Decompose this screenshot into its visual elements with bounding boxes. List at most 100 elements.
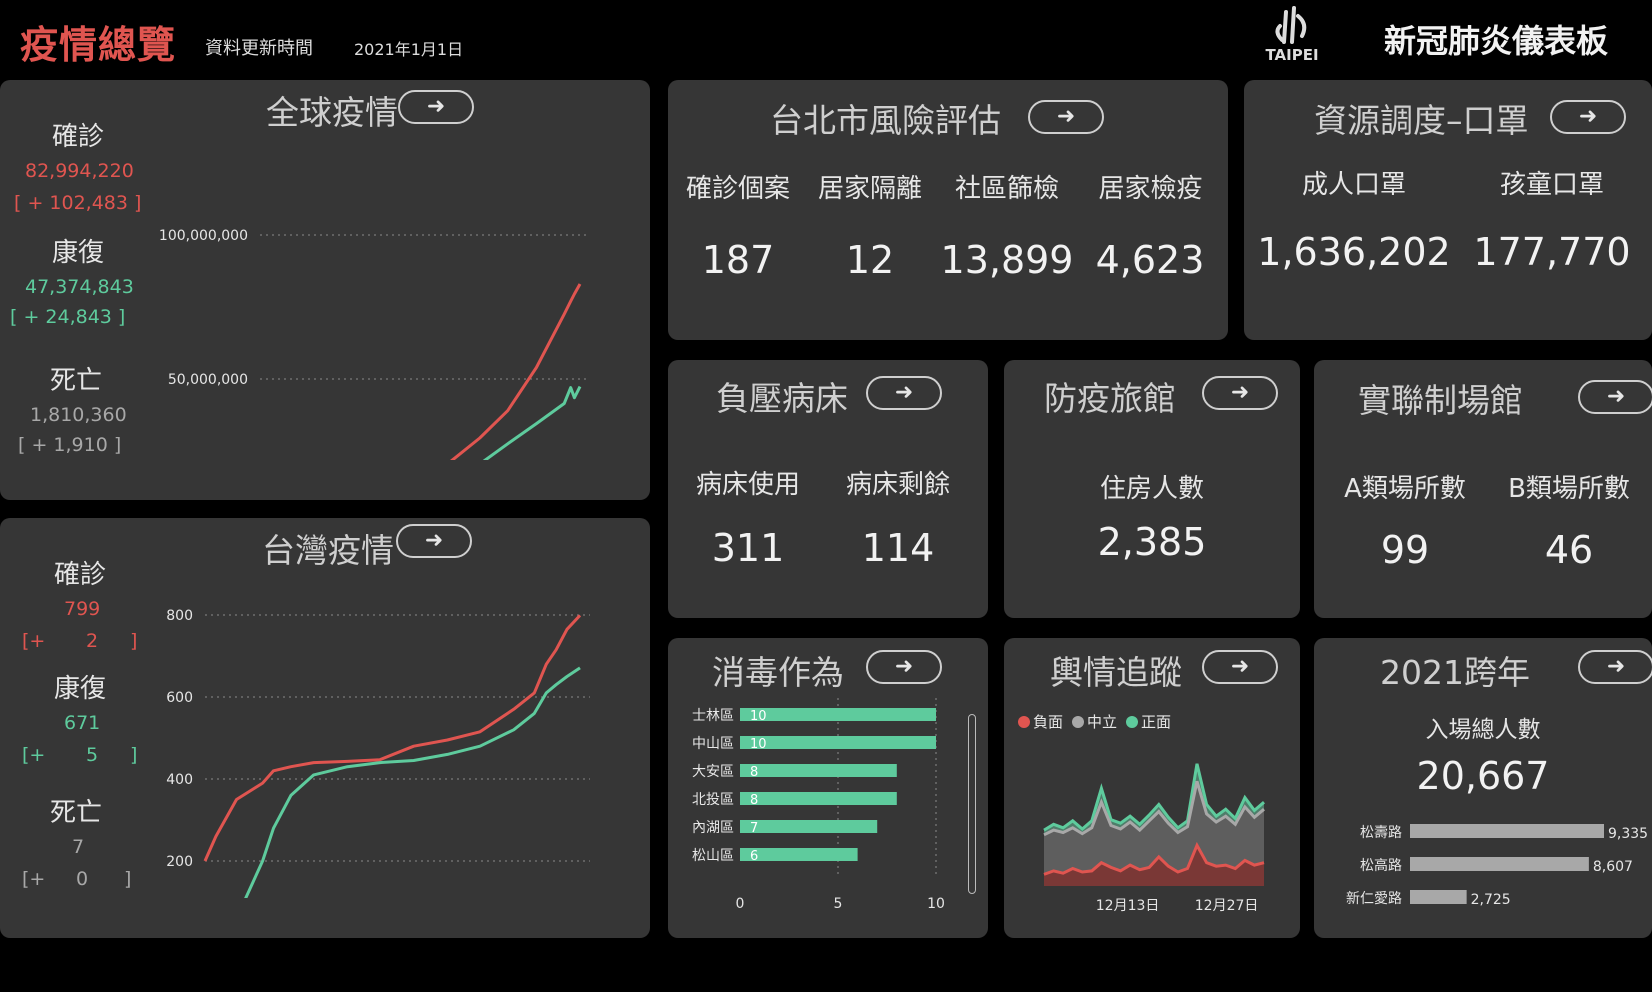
disinfect-bar-value: 10: [750, 737, 767, 752]
global-title: 全球疫情: [266, 93, 398, 132]
taiwan-y-tick-label: 200: [166, 854, 193, 870]
taiwan-confirmed-value: 799: [64, 598, 101, 620]
mask-title: 資源調度–口罩: [1314, 101, 1529, 140]
risk-label-quarantine: 居家檢疫: [1098, 174, 1203, 204]
sentiment-x-tick-label: 12月13日: [1096, 898, 1160, 914]
taiwan-recovered-label: 康復: [54, 674, 107, 704]
venues-value-b: 46: [1544, 528, 1594, 572]
venues-value-a: 99: [1380, 528, 1430, 572]
global-y-tick-label: 100,000,000: [159, 228, 248, 244]
sentiment-legend-dot: [1018, 716, 1030, 728]
global-recovered-label: 康復: [52, 238, 105, 268]
beds-arrow-button[interactable]: ➜: [866, 376, 942, 410]
mask-value-adult: 1,636,202: [1257, 230, 1451, 274]
global-arrow-button[interactable]: ➜: [398, 90, 474, 124]
taiwan-confirmed-delta-close: ]: [130, 630, 138, 652]
disinfect-panel: 消毒作為 ➜ 0 5 10 士林區 10 中山區 10 大安區 8 北投區 8 內湖區 7 松山區 6: [668, 638, 988, 938]
disinfect-bar-value: 8: [750, 765, 758, 780]
global-deaths-value: 1,810,360: [30, 404, 127, 426]
disinfect-category-label: 北投區: [692, 792, 734, 808]
sentiment-arrow-button[interactable]: ➜: [1202, 650, 1278, 684]
risk-value-confirmed: 187: [701, 238, 775, 282]
beds-title: 負壓病床: [716, 379, 848, 418]
taiwan-confirmed-delta-num: 2: [86, 630, 99, 652]
hotel-label: 住房人數: [1099, 474, 1204, 504]
hotel-title: 防疫旅館: [1044, 379, 1176, 418]
disinfect-category-label: 大安區: [692, 764, 734, 780]
newyear-value: 20,667: [1416, 754, 1550, 798]
newyear-arrow-button[interactable]: ➜: [1578, 650, 1652, 684]
taiwan-recovered-delta-num: 5: [86, 744, 99, 766]
disinfect-x-tick-label: 5: [834, 896, 843, 912]
global-deaths-delta: [ + 1,910 ]: [18, 434, 122, 456]
taiwan-y-tick-label: 400: [166, 772, 193, 788]
sentiment-legend-dot: [1126, 716, 1138, 728]
disinfect-x-tick-label: 10: [927, 896, 945, 912]
disinfect-title: 消毒作為: [712, 653, 844, 692]
taiwan-arrow-button[interactable]: ➜: [396, 524, 472, 558]
mask-value-child: 177,770: [1473, 230, 1631, 274]
mask-arrow-button[interactable]: ➜: [1550, 100, 1626, 134]
taiwan-deaths-delta-num: 0: [76, 868, 89, 890]
disinfect-bar-chart: 0 5 10 士林區 10 中山區 10 大安區 8 北投區 8 內湖區 7 松山區 6: [692, 698, 945, 912]
sentiment-area-chart: 負面 中立 正面 12月13日 12月27日: [1018, 713, 1265, 914]
sentiment-legend-label: 中立: [1087, 713, 1117, 731]
taiwan-deaths-delta-open: [+: [22, 868, 46, 890]
global-y-tick-label: 50,000,000: [168, 372, 248, 388]
taiwan-deaths-label: 死亡: [50, 798, 103, 828]
taiwan-y-tick-label: 600: [166, 690, 193, 706]
taiwan-panel: 台灣疫情 ➜ 確診 799 [+ 2 ] 康復 671 [+ 5 ] 死亡 7 …: [0, 518, 650, 938]
disinfect-category-label: 中山區: [692, 736, 734, 752]
newyear-category-label: 松壽路: [1360, 825, 1402, 841]
disinfect-category-label: 士林區: [692, 708, 734, 724]
sentiment-line-1: [1043, 780, 1265, 837]
newyear-bar-chart: 松壽路 9,335 松高路 8,607 新仁愛路 2,725: [1346, 824, 1648, 908]
risk-value-quarantine: 4,623: [1095, 238, 1205, 282]
newyear-bar-value: 9,335: [1608, 826, 1648, 842]
risk-arrow-button[interactable]: ➜: [1028, 100, 1104, 134]
disinfect-bar: [740, 820, 878, 833]
risk-panel: 台北市風險評估 ➜ 確診個案 居家隔離 社區篩檢 居家檢疫 187 12 13,…: [668, 80, 1228, 340]
global-series-line-1: [482, 385, 582, 460]
newyear-bar-value: 2,725: [1471, 892, 1511, 908]
newyear-title: 2021跨年: [1380, 653, 1530, 692]
disinfect-bar-value: 6: [750, 849, 758, 864]
newyear-category-label: 新仁愛路: [1346, 891, 1402, 907]
disinfect-x-tick-label: 0: [736, 896, 745, 912]
disinfect-arrow-button[interactable]: ➜: [866, 650, 942, 684]
global-panel: 全球疫情 ➜ 確診 82,994,220 [ + 102,483 ] 康復 47…: [0, 80, 650, 500]
sentiment-title: 輿情追蹤: [1050, 653, 1182, 692]
global-confirmed-delta: [ + 102,483 ]: [14, 192, 142, 214]
venues-label-b: B類場所數: [1508, 474, 1630, 504]
newyear-panel: 2021跨年 ➜ 入場總人數 20,667 松壽路 9,335 松高路 8,607 新仁…: [1314, 638, 1652, 938]
sentiment-line-0: [1043, 763, 1265, 832]
taiwan-recovered-value: 671: [64, 712, 101, 734]
hotel-arrow-button[interactable]: ➜: [1202, 376, 1278, 410]
global-deaths-label: 死亡: [50, 366, 103, 396]
sentiment-legend-dot: [1072, 716, 1084, 728]
risk-label-screening: 社區篩檢: [954, 174, 1059, 204]
hotel-panel: 防疫旅館 ➜ 住房人數 2,385: [1004, 360, 1300, 618]
newyear-bar: [1410, 890, 1467, 904]
risk-value-screening: 13,899: [940, 238, 1074, 282]
venues-panel: 實聯制場館 ➜ A類場所數 B類場所數 99 46: [1314, 360, 1652, 618]
risk-title: 台北市風險評估: [770, 101, 1001, 140]
hotel-value: 2,385: [1097, 520, 1207, 564]
beds-label-used: 病床使用: [695, 470, 800, 500]
disinfect-bar: [740, 708, 936, 721]
disinfect-scrollbar[interactable]: [968, 714, 976, 894]
taipei-logo: TAIPEI: [1265, 6, 1319, 64]
disinfect-bar: [740, 792, 897, 805]
beds-value-used: 311: [711, 526, 785, 570]
sentiment-panel: 輿情追蹤 ➜ 負面 中立 正面 12月13日 12月27日: [1004, 638, 1300, 938]
venues-arrow-button[interactable]: ➜: [1578, 380, 1652, 414]
update-label: 資料更新時間: [205, 38, 313, 59]
taiwan-deaths-value: 7: [72, 836, 85, 858]
taiwan-recovered-delta-close: ]: [130, 744, 138, 766]
disinfect-bar-value: 8: [750, 793, 758, 808]
global-recovered-value: 47,374,843: [25, 276, 134, 298]
venues-title: 實聯制場館: [1358, 381, 1523, 420]
taiwan-confirmed-label: 確診: [54, 560, 107, 590]
disinfect-category-label: 松山區: [692, 848, 734, 864]
mask-label-adult: 成人口罩: [1301, 170, 1406, 200]
